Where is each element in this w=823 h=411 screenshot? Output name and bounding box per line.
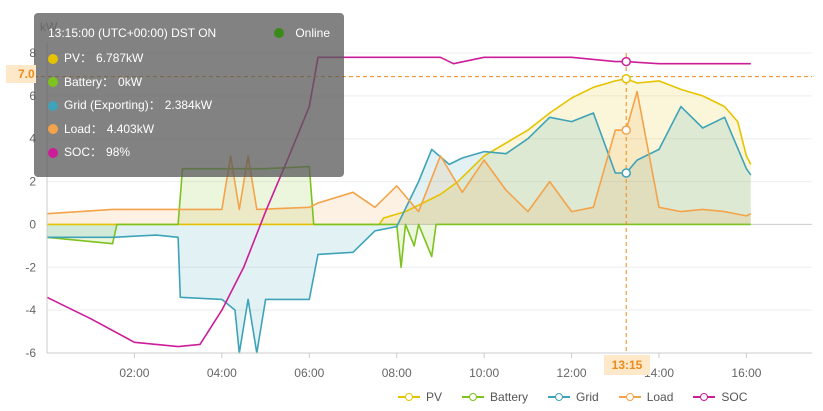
- tooltip-row-value: 0kW: [118, 74, 143, 89]
- y-tick-label: -4: [25, 303, 36, 317]
- legend-item-battery[interactable]: Battery: [462, 388, 528, 406]
- series-area-grid: [47, 106, 751, 353]
- legend-label: SOC: [721, 390, 748, 404]
- tooltip-row: Battery： 0kW: [48, 71, 330, 95]
- y-tick-label: 0: [29, 217, 36, 231]
- legend-line-icon: [548, 391, 571, 403]
- legend-label: Grid: [576, 390, 599, 404]
- tooltip-row-label: Load：: [64, 121, 103, 136]
- tooltip-time: 13:15:00 (UTC+00:00) DST ON: [48, 26, 217, 40]
- tooltip-row-value: 98%: [106, 145, 131, 159]
- axes: 8 6 4 2 0 -2 -4 -6 02:00 04:00 06:00 08:00 10:00 12:0…: [25, 43, 812, 380]
- tooltip-row: SOC： 98%: [48, 141, 330, 165]
- series-area-pv: [47, 78, 751, 225]
- series-dot-icon: [48, 53, 58, 64]
- series-line-battery: [46, 165, 751, 269]
- crosshair-point-load: [621, 125, 631, 135]
- tooltip-row: Load： 4.403kW: [48, 118, 330, 142]
- x-tick-label: 14:00: [644, 366, 674, 380]
- tooltip-row-value: 4.403kW: [106, 121, 155, 136]
- x-tick-label: 10:00: [469, 366, 499, 380]
- x-tick-label: 16:00: [731, 366, 761, 380]
- tooltip-row-label: Grid (Exporting)：: [64, 98, 161, 112]
- y-tick-label: 6: [29, 89, 36, 103]
- series-dot-icon: [48, 124, 58, 135]
- crosshair-point-soc: [621, 56, 631, 67]
- legend-item-load[interactable]: Load: [618, 388, 674, 406]
- tooltip: 13:15:00 (UTC+00:00) DST ON Online PV： 6…: [34, 13, 344, 177]
- y-tick-label: -2: [25, 260, 36, 274]
- legend-item-pv[interactable]: PV: [398, 388, 442, 406]
- x-tick-label: 06:00: [294, 366, 324, 380]
- crosshair-x-label: 13:15: [604, 355, 650, 375]
- tooltip-row-label: SOC：: [64, 145, 103, 159]
- tooltip-row: PV： 6.787kW: [48, 47, 330, 71]
- tooltip-row-label: Battery：: [64, 74, 115, 89]
- tooltip-row: Grid (Exporting)： 2.384kW: [48, 94, 330, 118]
- status-dot-icon: [274, 28, 285, 38]
- legend: PV Battery Grid Load SOC: [398, 388, 747, 406]
- x-tick-label: 04:00: [207, 366, 237, 380]
- crosshair-y-label: 7.0: [6, 65, 36, 83]
- tooltip-row-value: 6.787kW: [96, 51, 144, 65]
- tooltip-status-label: Online: [295, 26, 330, 40]
- series-line-grid: [47, 105, 752, 354]
- series-line-pv: [47, 77, 752, 226]
- legend-label: Battery: [490, 390, 529, 404]
- crosshair-point-grid: [621, 168, 631, 178]
- tooltip-status: Online: [274, 26, 330, 40]
- legend-line-icon: [618, 391, 641, 403]
- legend-line-icon: [462, 391, 485, 403]
- tooltip-row-label: PV：: [64, 51, 93, 65]
- legend-label: Load: [646, 390, 674, 404]
- y-tick-label: -6: [25, 346, 36, 360]
- legend-line-icon: [693, 391, 716, 403]
- legend-item-soc[interactable]: SOC: [693, 388, 747, 406]
- tooltip-row-value: 2.384kW: [164, 98, 213, 112]
- series-dot-icon: [48, 77, 58, 88]
- series-area-battery: [47, 166, 751, 268]
- legend-item-grid[interactable]: Grid: [548, 388, 599, 406]
- x-tick-label: 12:00: [557, 366, 587, 380]
- x-tick-label: 02:00: [119, 366, 149, 380]
- legend-label: PV: [426, 390, 443, 404]
- y-tick-label: 4: [29, 132, 36, 146]
- series-dot-icon: [48, 100, 58, 111]
- series-dot-icon: [48, 147, 58, 158]
- y-tick-label: 2: [29, 175, 36, 189]
- x-tick-label: 08:00: [382, 366, 412, 380]
- legend-line-icon: [398, 391, 420, 403]
- crosshair-point-pv: [621, 73, 631, 84]
- y-tick-label: 8: [29, 46, 36, 60]
